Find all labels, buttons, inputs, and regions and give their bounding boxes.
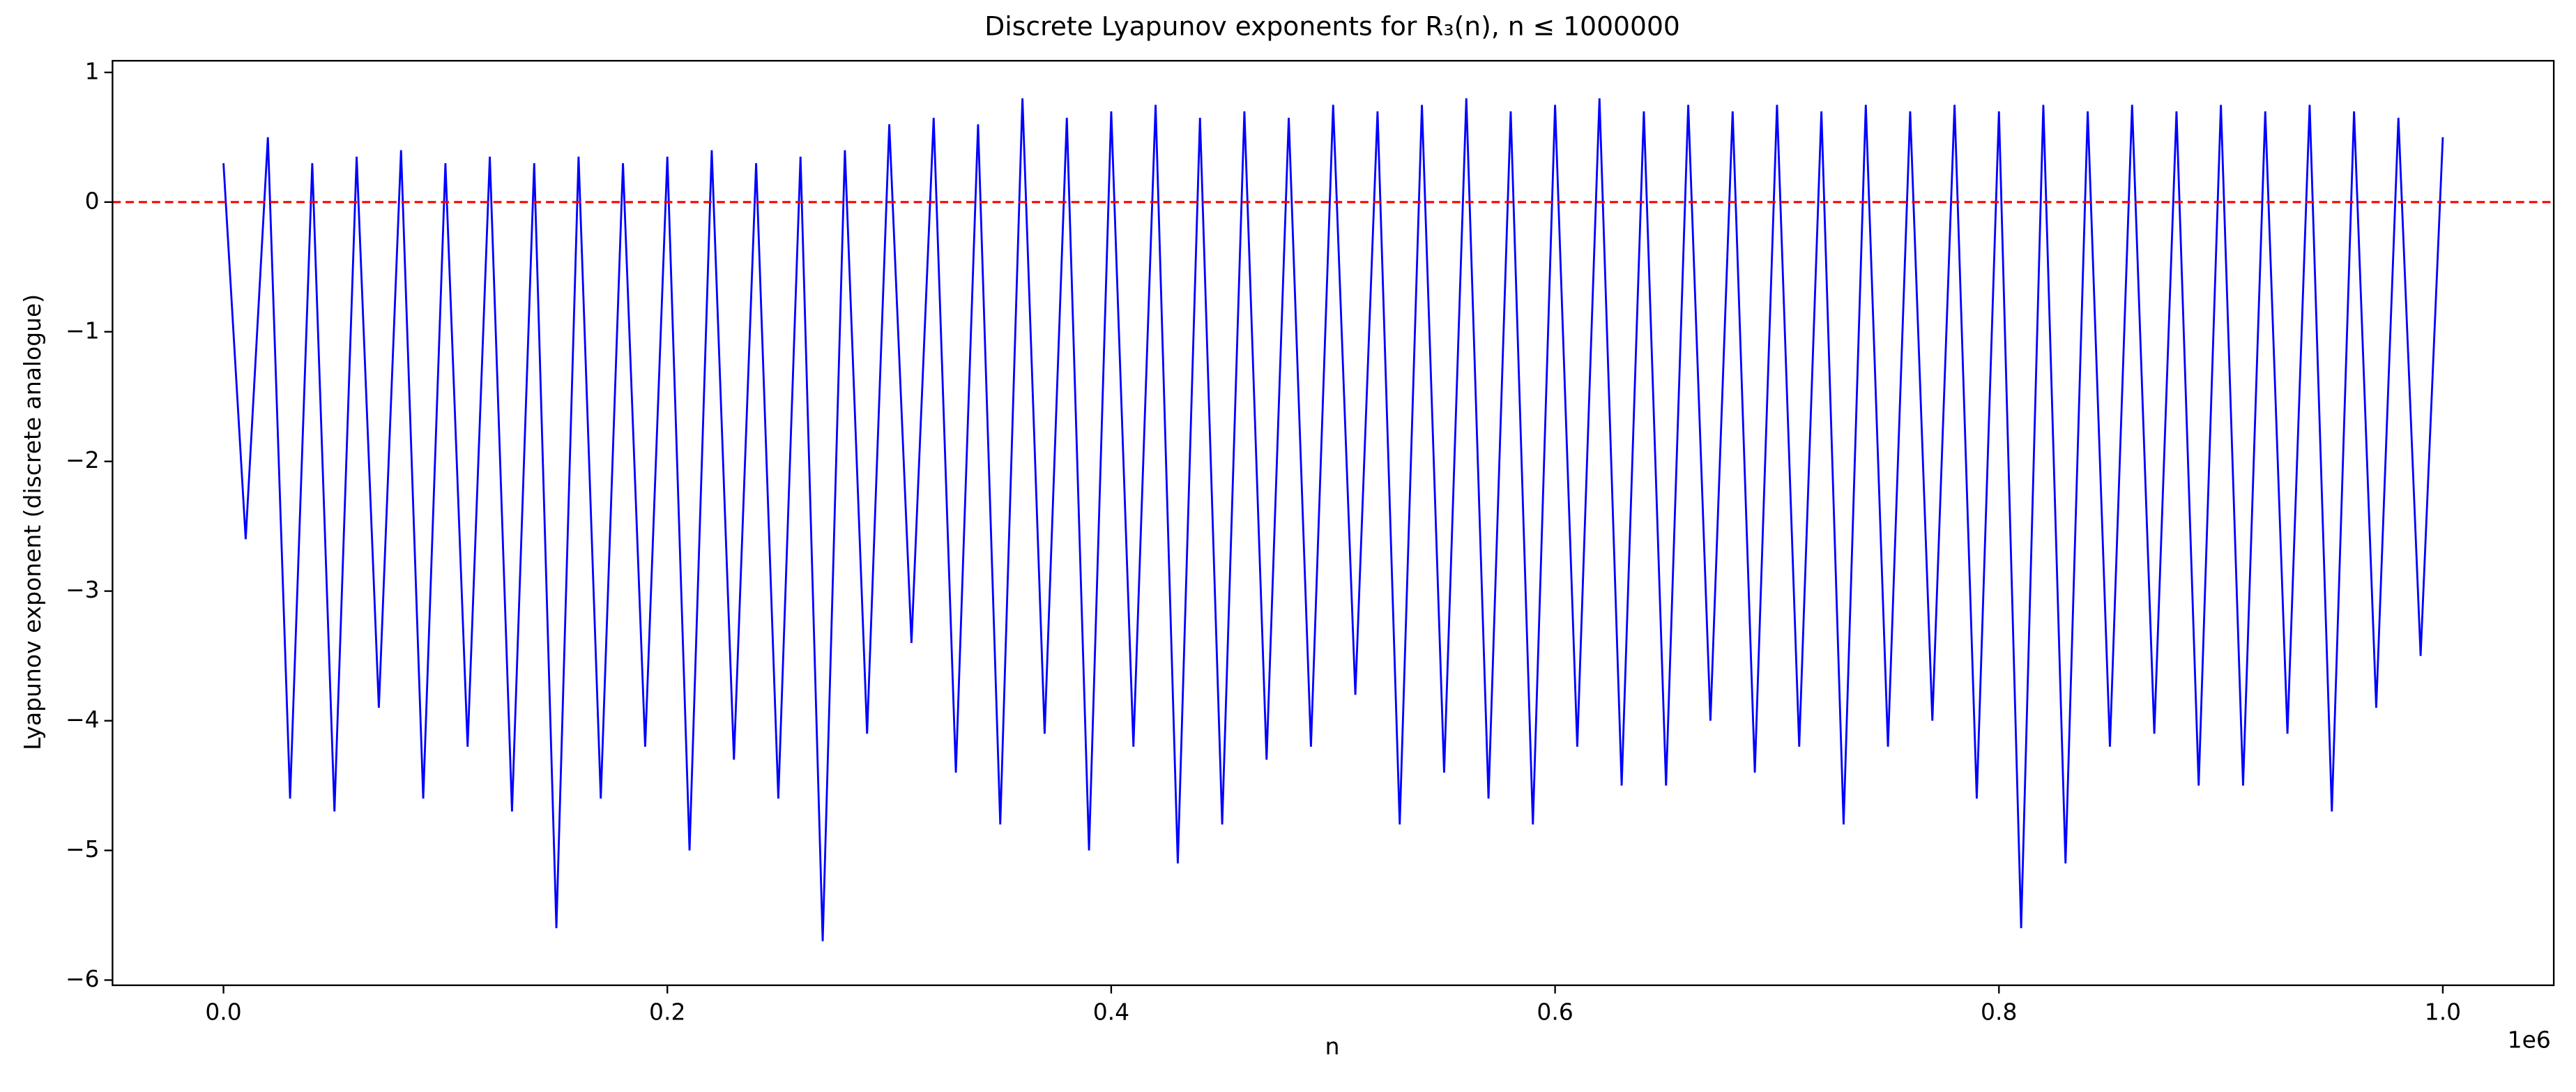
y-axis-label: Lyapunov exponent (discrete analogue) (19, 294, 46, 750)
x-tick-label: 0.8 (1981, 998, 2017, 1025)
x-tick-label: 0.6 (1537, 998, 1573, 1025)
y-tick-label: −6 (66, 965, 100, 992)
chart-title: Discrete Lyapunov exponents for R₃(n), n… (984, 11, 1680, 42)
y-tick-label: −5 (66, 835, 100, 863)
x-tick-label: 1.0 (2425, 998, 2461, 1025)
y-tick-label: 1 (85, 57, 100, 84)
x-tick-label: 0.0 (205, 998, 241, 1025)
y-tick-label: −1 (66, 317, 100, 344)
x-axis-label: n (1325, 1033, 1340, 1060)
y-tick-label: −2 (66, 446, 100, 473)
y-tick-label: −4 (66, 706, 100, 733)
y-tick-label: −3 (66, 576, 100, 603)
y-tick-label: 0 (85, 187, 100, 214)
plot-frame (112, 59, 2555, 987)
data-line (222, 98, 2444, 941)
x-tick-label: 0.4 (1093, 998, 1129, 1025)
x-offset-label: 1e6 (2508, 1026, 2551, 1053)
x-tick-label: 0.2 (649, 998, 685, 1025)
